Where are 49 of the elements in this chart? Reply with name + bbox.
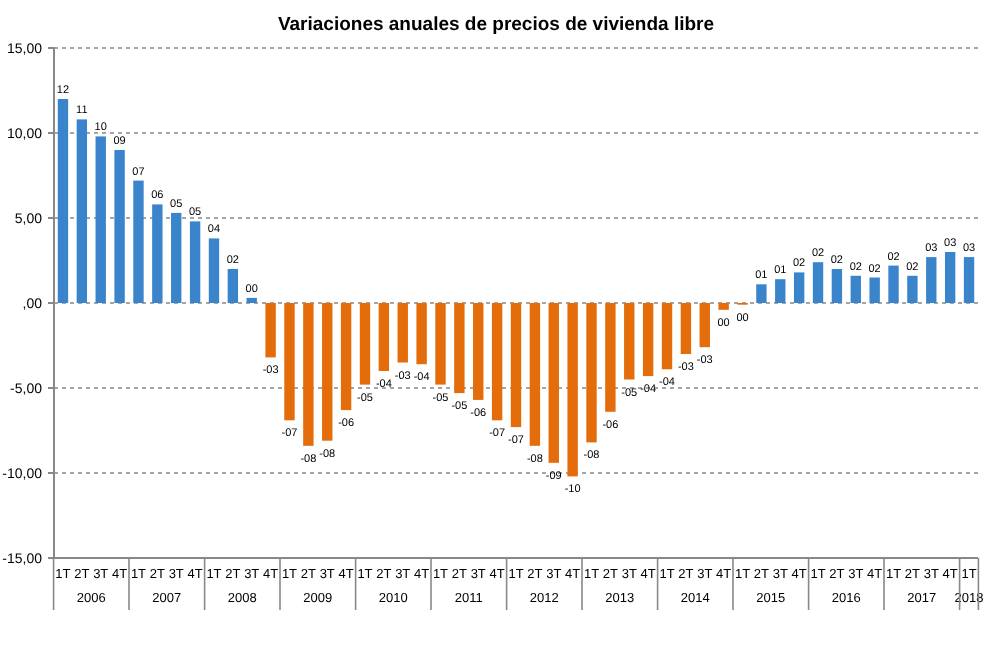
bar xyxy=(944,252,956,303)
bar xyxy=(831,269,843,303)
bar xyxy=(378,303,390,371)
bar xyxy=(605,303,616,412)
bar xyxy=(340,303,352,411)
bar xyxy=(812,262,824,303)
bar xyxy=(265,303,276,358)
bar xyxy=(624,303,635,380)
bar xyxy=(152,204,163,303)
chart-title: Variaciones anuales de precios de vivienda libre xyxy=(277,14,715,36)
bar xyxy=(284,303,295,421)
bar xyxy=(491,303,503,421)
bar xyxy=(435,303,446,385)
bar xyxy=(397,303,408,363)
bar xyxy=(133,180,144,303)
bar xyxy=(57,99,69,303)
bar xyxy=(793,272,805,303)
bar xyxy=(869,277,880,303)
bar xyxy=(359,303,371,385)
bar xyxy=(76,119,88,303)
bar xyxy=(963,257,975,303)
bar xyxy=(756,284,767,303)
bar xyxy=(416,303,427,365)
bar xyxy=(171,212,182,303)
bar xyxy=(567,303,578,477)
bar xyxy=(775,279,786,303)
bar xyxy=(661,303,673,370)
bar xyxy=(888,265,899,303)
bar xyxy=(454,303,465,394)
bar xyxy=(529,303,541,446)
bar xyxy=(680,303,692,354)
bar xyxy=(926,257,937,303)
bar xyxy=(642,303,654,377)
bar xyxy=(208,238,220,303)
bar xyxy=(189,221,201,303)
bar xyxy=(322,303,333,441)
bar xyxy=(699,303,710,348)
bar xyxy=(548,303,559,463)
bar xyxy=(95,136,106,303)
bar xyxy=(718,303,729,310)
bar xyxy=(510,303,522,428)
bar xyxy=(114,150,125,303)
bar xyxy=(473,303,484,400)
bar xyxy=(303,303,314,446)
bar xyxy=(227,269,239,303)
bar xyxy=(586,303,597,443)
bar xyxy=(246,297,257,303)
bar xyxy=(850,275,861,303)
bar xyxy=(907,275,918,303)
